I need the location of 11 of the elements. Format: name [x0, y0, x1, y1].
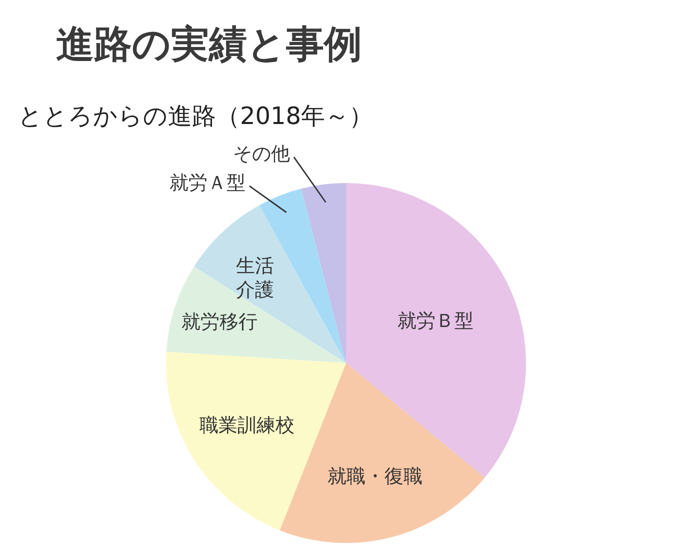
slice-label: 就労移行 [181, 310, 258, 333]
slice-label: 就労Ｂ型 [398, 310, 474, 332]
slice-label: 生活介護 [236, 254, 274, 301]
pie-slice [166, 352, 346, 530]
chart-title: 進路の実績と事例 [56, 21, 362, 66]
slice-label: 就労Ａ型 [169, 172, 246, 194]
slice-label: 職業訓練校 [200, 414, 295, 437]
chart-subtitle: ととろからの進路（2018年～） [18, 102, 374, 130]
slice-label: その他 [232, 143, 290, 166]
pie-slice [301, 183, 346, 363]
slice-label: 就職・復職 [328, 465, 423, 488]
